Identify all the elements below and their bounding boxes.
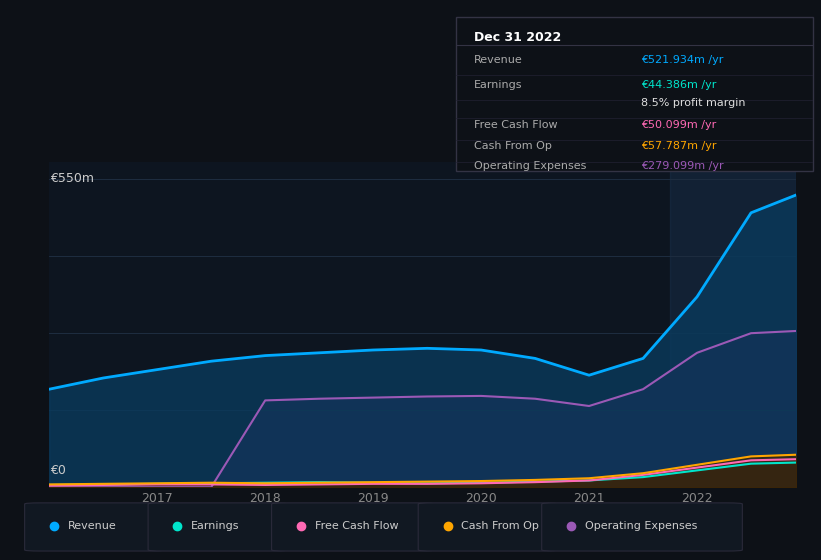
Text: €279.099m /yr: €279.099m /yr [641,161,724,171]
Text: Free Cash Flow: Free Cash Flow [314,521,398,531]
Text: Earnings: Earnings [191,521,240,531]
Text: Operating Expenses: Operating Expenses [474,161,586,171]
Text: €0: €0 [50,464,66,478]
Text: €57.787m /yr: €57.787m /yr [641,141,717,151]
Text: Cash From Op: Cash From Op [461,521,539,531]
Text: €44.386m /yr: €44.386m /yr [641,80,717,90]
Text: 8.5% profit margin: 8.5% profit margin [641,98,745,108]
FancyBboxPatch shape [456,17,813,171]
FancyBboxPatch shape [148,503,287,551]
FancyBboxPatch shape [542,503,742,551]
Text: Dec 31 2022: Dec 31 2022 [474,31,561,44]
FancyBboxPatch shape [418,503,557,551]
Text: Revenue: Revenue [68,521,117,531]
Text: €521.934m /yr: €521.934m /yr [641,55,724,65]
Text: €50.099m /yr: €50.099m /yr [641,120,717,129]
Text: Cash From Op: Cash From Op [474,141,552,151]
Text: Earnings: Earnings [474,80,522,90]
Text: Free Cash Flow: Free Cash Flow [474,120,557,129]
Bar [670,162,796,487]
Text: €550m: €550m [50,172,94,185]
FancyBboxPatch shape [272,503,433,551]
Text: Operating Expenses: Operating Expenses [585,521,697,531]
Text: Revenue: Revenue [474,55,522,65]
FancyBboxPatch shape [25,503,163,551]
